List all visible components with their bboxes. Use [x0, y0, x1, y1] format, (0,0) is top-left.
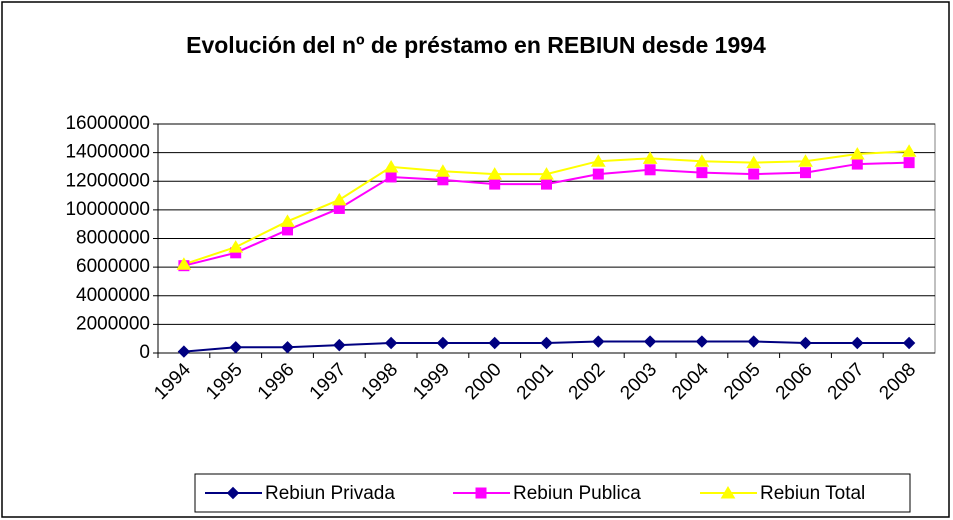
data-point	[800, 167, 811, 179]
data-point	[748, 168, 760, 180]
y-tick-label: 16000000	[65, 113, 150, 134]
data-point	[695, 335, 709, 348]
data-point	[385, 171, 397, 183]
data-point	[902, 336, 916, 350]
y-tick-label: 10000000	[65, 199, 150, 220]
data-point	[383, 159, 399, 173]
data-point	[229, 341, 242, 354]
data-point	[488, 336, 501, 350]
legend-label: Rebiun Privada	[265, 483, 395, 504]
y-tick-label: 8000000	[76, 228, 150, 249]
data-point	[539, 167, 554, 180]
data-point	[849, 147, 865, 160]
data-point	[540, 336, 553, 350]
data-point	[851, 158, 863, 170]
legend-marker	[226, 486, 240, 500]
data-point	[541, 178, 552, 190]
data-point	[746, 155, 762, 169]
data-point	[228, 240, 244, 253]
legend	[194, 473, 911, 513]
data-point	[280, 214, 295, 227]
y-tick-label: 14000000	[65, 142, 150, 163]
data-point	[592, 168, 604, 180]
y-tick-label: 2000000	[76, 313, 150, 334]
y-tick-label: 0	[139, 342, 150, 363]
y-tick-label: 4000000	[76, 285, 150, 306]
data-point	[489, 178, 501, 190]
data-point	[643, 335, 657, 348]
data-point	[798, 154, 813, 167]
data-point	[694, 154, 710, 167]
data-point	[644, 164, 656, 176]
data-point	[592, 335, 605, 348]
data-point	[590, 154, 606, 167]
legend-label: Rebiun Total	[760, 483, 865, 504]
data-point	[642, 151, 658, 164]
data-point	[799, 336, 812, 350]
data-point	[436, 336, 450, 350]
legend-label: Rebiun Publica	[513, 483, 641, 504]
data-point	[901, 144, 917, 157]
y-tick-label: 6000000	[76, 256, 150, 277]
data-point	[281, 341, 294, 354]
data-point	[435, 164, 451, 177]
data-point	[851, 336, 864, 350]
data-point	[177, 345, 191, 358]
data-point	[333, 338, 346, 352]
legend-marker	[720, 486, 736, 499]
data-point	[696, 167, 708, 179]
data-point	[331, 192, 347, 206]
chart-title: Evolución del nº de préstamo en REBIUN d…	[186, 32, 766, 58]
data-point	[903, 157, 915, 169]
data-point	[176, 257, 192, 270]
data-point	[487, 167, 503, 180]
data-point	[747, 335, 760, 348]
data-point	[384, 336, 398, 350]
y-tick-label: 12000000	[65, 170, 150, 191]
legend-marker	[475, 487, 487, 499]
